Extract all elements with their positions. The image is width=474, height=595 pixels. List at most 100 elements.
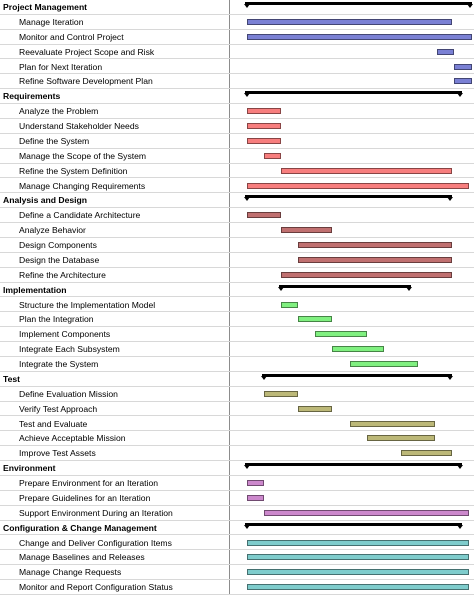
task-bar[interactable]	[247, 212, 282, 219]
task-row-manage-change-requests[interactable]: Manage Change Requests	[0, 565, 474, 581]
task-row-test-and-evaluate[interactable]: Test and Evaluate	[0, 417, 474, 432]
task-bar[interactable]	[247, 182, 470, 189]
phase-label: Requirements	[3, 91, 61, 102]
summary-bar[interactable]	[277, 284, 412, 291]
summary-bar[interactable]	[260, 373, 454, 380]
task-row-achieve-acceptable-mission[interactable]: Achieve Acceptable Mission	[0, 431, 474, 447]
task-row-refine-the-system-definition[interactable]: Refine the System Definition	[0, 164, 474, 179]
task-row-integrate-the-system[interactable]: Integrate the System	[0, 357, 474, 372]
task-bar[interactable]	[247, 123, 282, 129]
task-label: Define a Candidate Architecture	[19, 210, 141, 221]
task-bar[interactable]	[247, 569, 470, 576]
task-bar[interactable]	[247, 137, 282, 144]
task-bar[interactable]	[366, 435, 435, 442]
task-bar[interactable]	[247, 554, 470, 561]
phase-row-test[interactable]: Test	[0, 372, 474, 387]
task-bar[interactable]	[281, 167, 453, 174]
task-row-plan-the-integration[interactable]: Plan the Integration	[0, 312, 474, 328]
task-row-manage-changing-requirements[interactable]: Manage Changing Requirements	[0, 179, 474, 194]
task-label: Improve Test Assets	[19, 448, 96, 459]
task-bar[interactable]	[264, 509, 470, 516]
summary-bar[interactable]	[243, 2, 473, 8]
phase-label: Configuration & Change Management	[3, 522, 157, 533]
task-bar[interactable]	[264, 152, 282, 159]
task-bar[interactable]	[247, 480, 265, 486]
task-bar[interactable]	[400, 450, 453, 457]
task-row-manage-the-scope-of-the-system[interactable]: Manage the Scope of the System	[0, 149, 474, 164]
task-row-refine-software-development-plan[interactable]: Refine Software Development Plan	[0, 74, 474, 90]
task-bar[interactable]	[247, 584, 470, 591]
task-row-improve-test-assets[interactable]: Improve Test Assets	[0, 446, 474, 462]
task-bar[interactable]	[247, 33, 472, 40]
task-row-define-evaluation-mission[interactable]: Define Evaluation Mission	[0, 387, 474, 402]
task-bar[interactable]	[247, 108, 282, 115]
task-bar[interactable]	[247, 18, 453, 25]
task-bar[interactable]	[264, 390, 299, 397]
task-bar[interactable]	[298, 405, 333, 412]
summary-bar[interactable]	[243, 195, 454, 202]
task-row-design-the-database[interactable]: Design the Database	[0, 253, 474, 268]
task-row-prepare-guidelines-for-an-iteration[interactable]: Prepare Guidelines for an Iteration	[0, 491, 474, 506]
task-bar[interactable]	[315, 331, 367, 338]
task-row-understand-stakeholder-needs[interactable]: Understand Stakeholder Needs	[0, 119, 474, 134]
task-row-support-environment-during-an-iteration[interactable]: Support Environment During an Iteration	[0, 506, 474, 521]
task-label: Integrate Each Subsystem	[19, 344, 120, 355]
task-row-verify-test-approach[interactable]: Verify Test Approach	[0, 402, 474, 417]
task-row-design-components[interactable]: Design Components	[0, 238, 474, 253]
task-bar[interactable]	[349, 420, 435, 427]
task-bar[interactable]	[298, 242, 453, 248]
task-label: Support Environment During an Iteration	[19, 507, 173, 518]
task-row-implement-components[interactable]: Implement Components	[0, 327, 474, 343]
task-row-refine-the-architecture[interactable]: Refine the Architecture	[0, 268, 474, 283]
task-row-analyze-behavior[interactable]: Analyze Behavior	[0, 223, 474, 238]
task-bar[interactable]	[281, 227, 333, 234]
summary-bar[interactable]	[243, 463, 463, 470]
task-label: Monitor and Report Configuration Status	[19, 582, 173, 593]
phase-label: Environment	[3, 463, 56, 474]
task-bar[interactable]	[332, 346, 384, 353]
task-label: Manage Iteration	[19, 16, 84, 27]
task-label: Monitor and Control Project	[19, 31, 124, 42]
phase-row-project-management[interactable]: Project Management	[0, 0, 474, 15]
task-bar[interactable]	[281, 301, 299, 308]
task-bar[interactable]	[298, 256, 453, 263]
task-label: Structure the Implementation Model	[19, 299, 156, 310]
task-bar[interactable]	[437, 48, 455, 55]
task-row-define-the-system[interactable]: Define the System	[0, 134, 474, 149]
task-bar[interactable]	[247, 494, 265, 501]
task-row-manage-iteration[interactable]: Manage Iteration	[0, 15, 474, 30]
task-bar[interactable]	[454, 78, 472, 85]
task-bar[interactable]	[349, 361, 418, 367]
task-row-integrate-each-subsystem[interactable]: Integrate Each Subsystem	[0, 342, 474, 357]
task-bar[interactable]	[298, 316, 333, 323]
task-row-manage-baselines-and-releases[interactable]: Manage Baselines and Releases	[0, 550, 474, 566]
task-label: Manage the Scope of the System	[19, 150, 147, 161]
task-row-prepare-environment-for-an-iteration[interactable]: Prepare Environment for an Iteration	[0, 476, 474, 491]
summary-bar[interactable]	[243, 91, 463, 98]
summary-bar[interactable]	[243, 522, 463, 529]
phase-row-implementation[interactable]: Implementation	[0, 283, 474, 298]
task-label: Achieve Acceptable Mission	[19, 433, 126, 444]
phase-row-requirements[interactable]: Requirements	[0, 89, 474, 105]
task-row-plan-for-next-iteration[interactable]: Plan for Next Iteration	[0, 60, 474, 75]
phase-label: Test	[3, 373, 21, 384]
task-row-change-and-deliver-configuration-items[interactable]: Change and Deliver Configuration Items	[0, 536, 474, 551]
task-label: Design the Database	[19, 254, 100, 265]
phase-row-environment[interactable]: Environment	[0, 461, 474, 476]
task-row-analyze-the-problem[interactable]: Analyze the Problem	[0, 104, 474, 119]
task-row-monitor-and-control-project[interactable]: Monitor and Control Project	[0, 30, 474, 45]
phase-row-configuration-and-change-management[interactable]: Configuration & Change Management	[0, 521, 474, 536]
task-bar[interactable]	[454, 63, 472, 70]
phase-label: Analysis and Design	[3, 195, 88, 206]
task-row-reevaluate-project-scope-and-risk[interactable]: Reevaluate Project Scope and Risk	[0, 45, 474, 60]
task-row-monitor-and-report-configuration-status[interactable]: Monitor and Report Configuration Status	[0, 580, 474, 595]
task-bar[interactable]	[247, 539, 470, 546]
task-row-define-a-candidate-architecture[interactable]: Define a Candidate Architecture	[0, 208, 474, 224]
task-bar[interactable]	[281, 271, 453, 278]
task-label: Test and Evaluate	[19, 418, 88, 429]
phase-row-analysis-and-design[interactable]: Analysis and Design	[0, 193, 474, 209]
column-divider[interactable]	[229, 0, 230, 595]
phase-label: Project Management	[3, 2, 88, 12]
task-label: Implement Components	[19, 329, 111, 340]
task-row-structure-the-implementation-model[interactable]: Structure the Implementation Model	[0, 298, 474, 313]
